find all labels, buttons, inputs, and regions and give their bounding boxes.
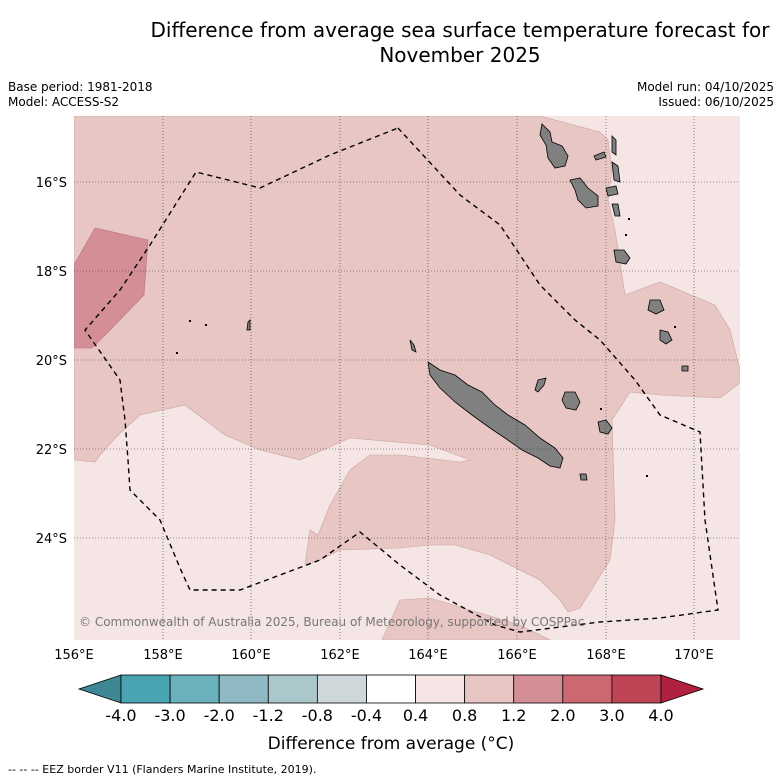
colorbar-segment bbox=[562, 674, 613, 704]
anomaly-0.8-1.2-region-south bbox=[381, 597, 551, 640]
base-period: Base period: 1981-2018 bbox=[8, 80, 153, 94]
land-tanna bbox=[659, 329, 673, 345]
colorbar-label: 1.2 bbox=[501, 706, 526, 725]
lat-label-16: 16°S bbox=[36, 176, 67, 191]
colorbar-label: 0.8 bbox=[452, 706, 477, 725]
land-belep bbox=[409, 339, 417, 353]
land-malakula bbox=[569, 177, 599, 209]
colorbar-segment bbox=[267, 674, 318, 704]
colorbar-segment bbox=[513, 674, 564, 704]
colorbar-label: -0.8 bbox=[302, 706, 333, 725]
gridlines bbox=[74, 116, 740, 640]
lon-label-164: 164°E bbox=[408, 648, 448, 663]
title-line-1: Difference from average sea surface temp… bbox=[150, 18, 770, 42]
land-islet-6 bbox=[628, 218, 630, 220]
meta-left: Base period: 1981-2018 Model: ACCESS-S2 bbox=[8, 80, 153, 110]
land-islet-7 bbox=[625, 234, 627, 236]
land-islet-3 bbox=[205, 324, 207, 326]
lat-label-20: 20°S bbox=[36, 354, 67, 369]
copyright-text: © Commonwealth of Australia 2025, Bureau… bbox=[79, 615, 584, 629]
lon-label-156: 156°E bbox=[54, 648, 94, 663]
land-aneityum bbox=[681, 365, 689, 372]
lon-axis-labels: 156°E 158°E 160°E 162°E 164°E 166°E 168°… bbox=[54, 648, 714, 663]
lon-label-158: 158°E bbox=[143, 648, 183, 663]
lat-axis-labels: 16°S 18°S 20°S 22°S 24°S bbox=[36, 176, 67, 547]
colorbar-label: -2.0 bbox=[204, 706, 235, 725]
anomaly-0.8-1.2-region bbox=[74, 116, 740, 613]
anomaly-1.2-2.0-region bbox=[74, 227, 149, 349]
colorbar-label: 2.0 bbox=[550, 706, 575, 725]
land-islet-4 bbox=[646, 475, 648, 477]
lat-label-22: 22°S bbox=[36, 443, 67, 458]
land-ouvea bbox=[534, 377, 547, 393]
colorbar-labels: -4.0 -3.0 -2.0 -1.2 -0.8 -0.4 0.4 0.8 1.2 2.0 3.0 4… bbox=[105, 706, 673, 725]
land-isle-of-pines bbox=[579, 473, 588, 481]
colorbar-label: -0.4 bbox=[351, 706, 382, 725]
land-espiritu-santo bbox=[539, 123, 569, 169]
colorbar-label: -4.0 bbox=[105, 706, 136, 725]
land-mare bbox=[597, 419, 613, 435]
lon-label-166: 166°E bbox=[497, 648, 537, 663]
land-epi bbox=[611, 203, 621, 217]
lat-label-18: 18°S bbox=[36, 265, 67, 280]
map-title: Difference from average sea surface temp… bbox=[60, 18, 781, 68]
land-erromango bbox=[647, 299, 665, 315]
colorbar-label: 4.0 bbox=[648, 706, 673, 725]
colorbar-segment bbox=[169, 674, 220, 704]
lon-label-168: 168°E bbox=[586, 648, 626, 663]
land-maewo bbox=[611, 135, 617, 156]
colorbar-segment bbox=[316, 674, 367, 704]
land-islet-5 bbox=[600, 408, 602, 410]
colorbar-segment bbox=[120, 674, 171, 704]
meta-right: Model run: 04/10/2025 Issued: 06/10/2025 bbox=[637, 80, 774, 110]
colorbar-label: 3.0 bbox=[599, 706, 624, 725]
map-panel: © Commonwealth of Australia 2025, Bureau… bbox=[74, 116, 740, 640]
colorbar-label: -1.2 bbox=[253, 706, 284, 725]
land-ambae bbox=[593, 151, 607, 161]
land-islet-1 bbox=[189, 320, 191, 322]
colorbar-segment bbox=[464, 674, 515, 704]
title-line-2: November 2025 bbox=[379, 43, 541, 67]
eez-border bbox=[84, 127, 719, 633]
issued-date: Issued: 06/10/2025 bbox=[658, 95, 774, 109]
colorbar-arrow-right bbox=[660, 674, 705, 704]
model-name: Model: ACCESS-S2 bbox=[8, 95, 120, 109]
colorbar-arrow-left bbox=[77, 674, 122, 704]
model-run: Model run: 04/10/2025 bbox=[636, 80, 774, 94]
colorbar-title: Difference from average (°C) bbox=[268, 734, 515, 754]
eez-legend-footnote: -- -- -- EEZ border V11 (Flanders Marine… bbox=[8, 763, 317, 776]
colorbar-segment bbox=[366, 674, 416, 704]
land-efate bbox=[613, 249, 631, 265]
colorbar-segment bbox=[415, 674, 466, 704]
colorbar-label: -3.0 bbox=[154, 706, 185, 725]
lat-label-24: 24°S bbox=[36, 532, 67, 547]
colorbar bbox=[77, 674, 705, 704]
land-islet-2 bbox=[176, 352, 178, 354]
colorbar-segment bbox=[218, 674, 269, 704]
land-islet-8 bbox=[674, 326, 676, 328]
colorbar-label: 0.4 bbox=[403, 706, 428, 725]
lon-label-162: 162°E bbox=[320, 648, 360, 663]
lon-label-170: 170°E bbox=[674, 648, 714, 663]
land-ambrym bbox=[605, 185, 619, 197]
land-lifou bbox=[561, 391, 581, 411]
lon-label-160: 160°E bbox=[231, 648, 271, 663]
colorbar-segment bbox=[611, 674, 662, 704]
land-chesterfield bbox=[246, 319, 251, 331]
land-new-caledonia bbox=[427, 361, 564, 469]
